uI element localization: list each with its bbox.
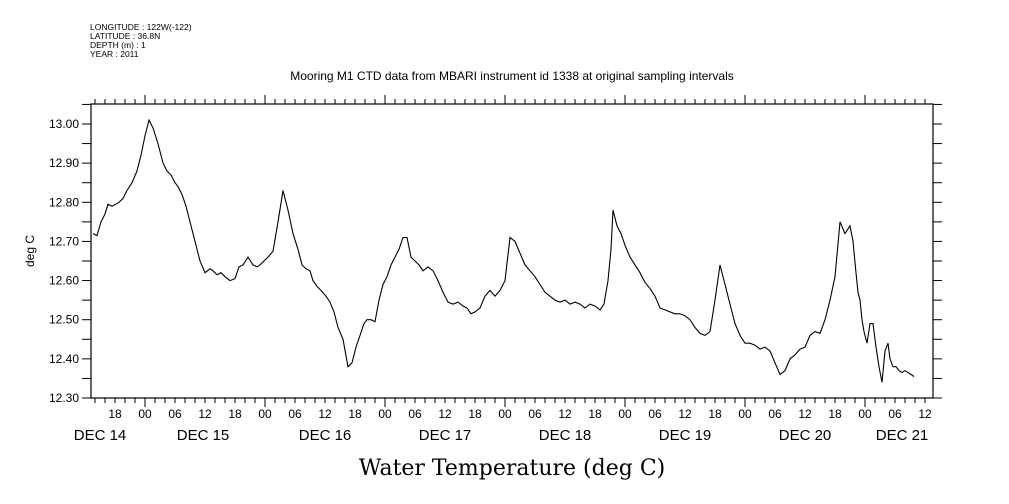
day-label: DEC 15 — [177, 427, 230, 444]
y-tick-label: 12.90 — [49, 156, 79, 170]
x-tick-label: 18 — [108, 407, 122, 421]
x-tick-label: 06 — [288, 407, 302, 421]
metadata-block: LONGITUDE : 122W(-122) LATITUDE : 36.8N … — [90, 22, 192, 59]
metadata-longitude: LONGITUDE : 122W(-122) — [90, 22, 192, 32]
x-tick-label: 12 — [798, 407, 812, 421]
x-tick-label: 00 — [618, 407, 632, 421]
x-tick-labels: 18 00 06 12 18 00 06 12 18 00 06 12 18 00 06 12 18 00 06 12… — [108, 407, 932, 421]
day-label: DEC 18 — [539, 427, 592, 444]
day-labels: DEC 14 DEC 15 DEC 16 DEC 17 DEC 18 DEC 19 DEC … — [74, 427, 929, 444]
x-tick-label: 18 — [708, 407, 722, 421]
x-axis-label: Water Temperature (deg C) — [359, 456, 666, 481]
day-label: DEC 17 — [419, 427, 472, 444]
y-tick-label: 12.80 — [49, 195, 79, 209]
x-tick-label: 18 — [348, 407, 362, 421]
x-tick-label: 18 — [588, 407, 602, 421]
x-tick-label: 00 — [858, 407, 872, 421]
y-tick-labels: 12.30 12.40 12.50 12.60 12.70 12.80 12.90 13.00 — [49, 117, 79, 405]
x-tick-label: 06 — [768, 407, 782, 421]
x-tick-label: 12 — [678, 407, 692, 421]
x-tick-label: 00 — [498, 407, 512, 421]
x-tick-label: 00 — [378, 407, 392, 421]
day-label: DEC 21 — [876, 427, 929, 444]
x-tick-label: 12 — [198, 407, 212, 421]
x-tick-label: 06 — [888, 407, 902, 421]
x-tick-label: 12 — [438, 407, 452, 421]
day-label: DEC 20 — [779, 427, 832, 444]
x-tick-label: 06 — [528, 407, 542, 421]
x-tick-label: 12 — [558, 407, 572, 421]
x-tick-label: 18 — [228, 407, 242, 421]
x-tick-label: 12 — [318, 407, 332, 421]
day-label: DEC 19 — [659, 427, 712, 444]
y-tick-label: 12.70 — [49, 234, 79, 248]
metadata-depth: DEPTH (m) : 1 — [90, 40, 146, 50]
day-label: DEC 16 — [299, 427, 352, 444]
x-tick-label: 00 — [738, 407, 752, 421]
y-tick-label: 12.30 — [49, 391, 79, 405]
x-tick-label: 06 — [408, 407, 422, 421]
x-tick-label: 00 — [138, 407, 152, 421]
metadata-latitude: LATITUDE : 36.8N — [90, 31, 160, 41]
x-tick-label: 06 — [168, 407, 182, 421]
chart-title: Mooring M1 CTD data from MBARI instrumen… — [290, 69, 734, 83]
x-tick-label: 00 — [258, 407, 272, 421]
axis-ticks — [82, 95, 942, 407]
x-tick-label: 06 — [648, 407, 662, 421]
plot-frame — [90, 103, 934, 399]
y-tick-label: 12.50 — [49, 313, 79, 327]
day-label: DEC 14 — [74, 427, 127, 444]
x-tick-label: 18 — [468, 407, 482, 421]
y-tick-label: 12.40 — [49, 352, 79, 366]
y-axis-label: deg C — [23, 235, 37, 267]
x-tick-label: 12 — [918, 407, 932, 421]
metadata-year: YEAR : 2011 — [90, 49, 139, 59]
y-tick-label: 12.60 — [49, 274, 79, 288]
series-line-water-temperature — [92, 118, 915, 383]
y-tick-label: 13.00 — [49, 117, 79, 131]
x-tick-label: 18 — [828, 407, 842, 421]
